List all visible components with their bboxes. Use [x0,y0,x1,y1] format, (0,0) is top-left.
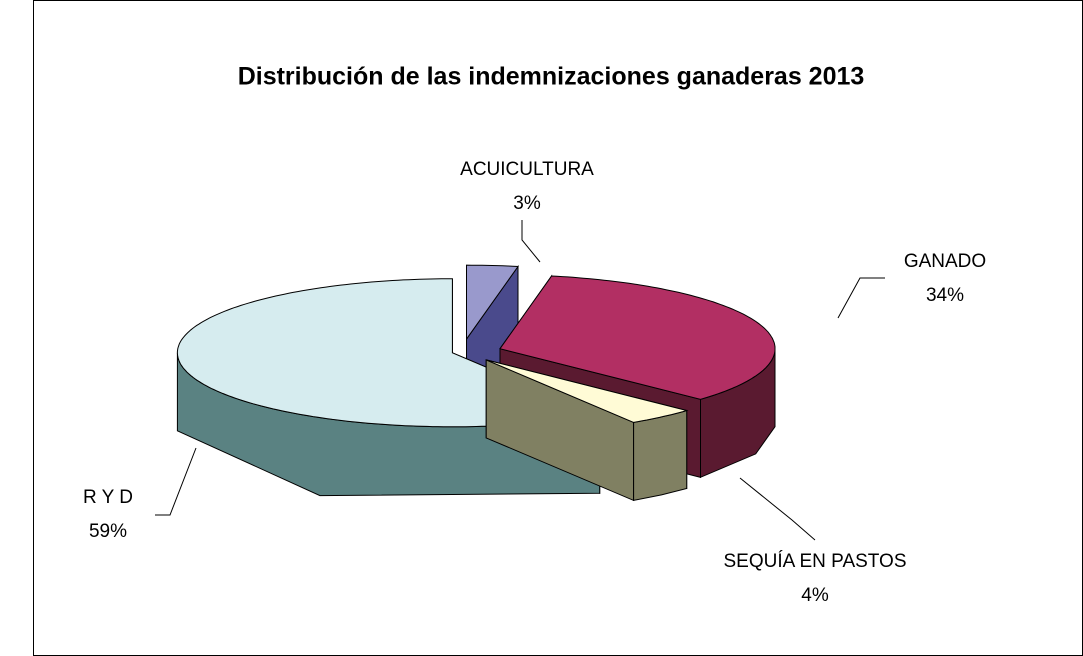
leader-line [155,447,197,516]
chart-title: Distribución de las indemnizaciones gana… [238,63,865,91]
pie-slice [486,359,689,423]
slice-label: ACUICULTURA [460,159,594,180]
slice-value-label: 4% [801,585,829,606]
slice-label: R Y D [83,487,133,508]
slice-side [633,409,688,502]
slice-value-label: 3% [513,193,541,214]
leader-line [521,220,541,263]
slice-label: GANADO [904,251,986,272]
slice-value-label: 59% [89,521,127,542]
leader-line [837,277,885,319]
pie-slice [466,264,519,341]
slice-value-label: 34% [926,285,964,306]
slice-label: SEQUÍA EN PASTOS [723,551,906,572]
pie-slice [499,275,776,400]
leader-line [739,477,816,541]
